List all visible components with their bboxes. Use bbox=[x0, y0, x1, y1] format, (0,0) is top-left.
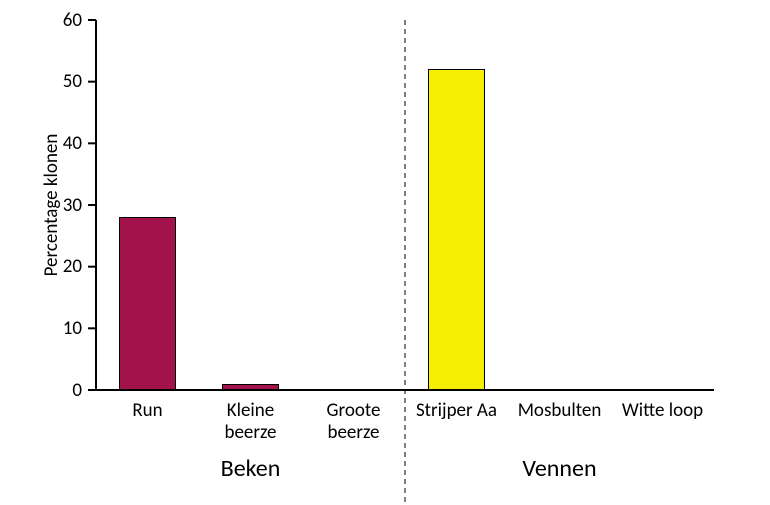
x-label-3: Strijper Aa bbox=[405, 400, 508, 422]
chart-canvas: 0102030405060Percentage klonenRunKleine … bbox=[0, 0, 770, 505]
x-label-1: Kleine beerze bbox=[199, 400, 302, 444]
x-label-0: Run bbox=[96, 400, 199, 422]
bar-3 bbox=[428, 69, 485, 390]
bar-1 bbox=[222, 384, 279, 390]
y-tick-label: 60 bbox=[52, 9, 82, 32]
x-label-4: Mosbulten bbox=[508, 400, 611, 422]
group-label-vennen: Vennen bbox=[460, 454, 660, 483]
y-axis-label: Percentage klonen bbox=[40, 115, 63, 295]
bar-0 bbox=[119, 217, 176, 390]
x-label-2: Groote beerze bbox=[302, 400, 405, 444]
group-label-beken: Beken bbox=[151, 454, 351, 483]
y-tick-label: 0 bbox=[52, 379, 82, 402]
x-label-5: Witte loop bbox=[611, 400, 714, 422]
y-tick-label: 10 bbox=[52, 317, 82, 340]
y-tick-label: 50 bbox=[52, 70, 82, 93]
